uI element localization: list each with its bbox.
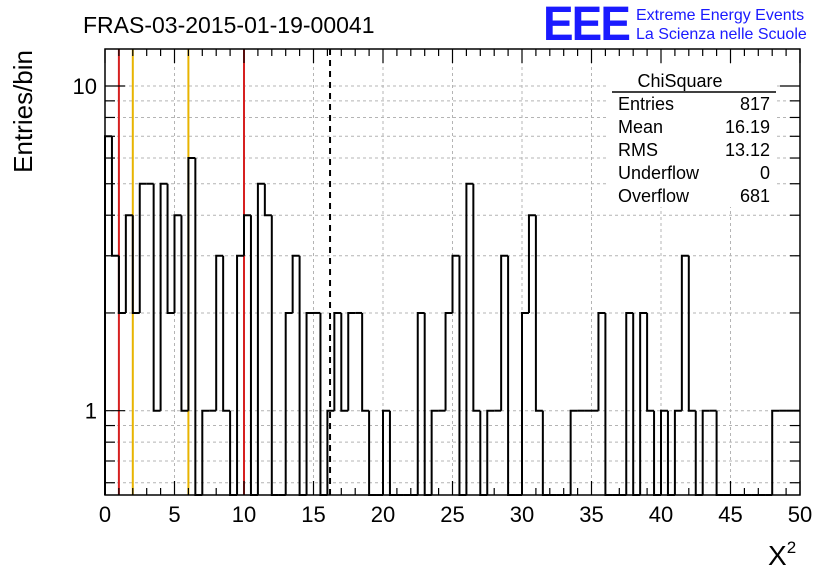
x-tick-label: 5 [168, 502, 180, 527]
histogram-bin [382, 409, 390, 495]
stats-value-rms: 13.12 [725, 140, 770, 160]
reference-lines [117, 49, 332, 495]
histogram-bin [701, 409, 710, 495]
histogram-bin [249, 215, 258, 496]
x-tick-label: 25 [440, 502, 464, 527]
chart-title: FRAS-03-2015-01-19-00041 [83, 12, 375, 38]
stats-value-underflow: 0 [760, 163, 770, 183]
histogram-bin [673, 409, 682, 495]
stats-label-rms: RMS [618, 140, 658, 160]
x-axis-label-base: X [768, 540, 787, 571]
x-tick-label: 40 [649, 502, 673, 527]
y-axis-label: Entries/bin [8, 50, 38, 173]
histogram-bin [451, 254, 460, 313]
histogram-bin [347, 311, 356, 411]
histogram-bin [305, 311, 314, 495]
histogram-bin [500, 254, 509, 411]
histogram-bin [131, 215, 140, 314]
x-tick-label: 0 [99, 502, 111, 527]
histogram-bin [604, 312, 613, 496]
logo-line-2: La Scienza nelle Scuole [636, 26, 807, 43]
stats-value-entries: 817 [740, 94, 770, 114]
histogram-bin [326, 409, 335, 495]
histogram-bin [298, 255, 307, 496]
histogram-bin [236, 254, 244, 495]
y-tick-label: 10 [73, 74, 97, 99]
histogram-bin [187, 157, 196, 411]
histogram-bin [319, 312, 328, 496]
histogram-bin [173, 214, 182, 313]
eee-logo: EEE Extreme Energy Events La Scienza nel… [543, 0, 807, 51]
stats-box-background [609, 67, 777, 207]
histogram-bin [243, 214, 251, 256]
histogram-bin [465, 182, 474, 495]
histogram-bin [507, 255, 516, 496]
histogram-bin [639, 311, 648, 495]
histogram-bin [646, 312, 655, 412]
histogram-bin [430, 409, 439, 495]
histogram-bin [215, 254, 224, 411]
histogram-bin [680, 254, 689, 411]
histogram-bin [291, 254, 300, 313]
x-axis-label-superscript: 2 [787, 538, 796, 557]
histogram-bin [201, 409, 210, 495]
x-axis-label: X2 [768, 538, 796, 571]
histogram-bin [333, 311, 342, 411]
histogram-bin [117, 255, 126, 314]
stats-value-overflow: 681 [740, 186, 770, 206]
histogram-bin [194, 158, 203, 496]
histogram-bin [270, 215, 279, 496]
x-tick-label: 30 [510, 502, 534, 527]
histogram-bin [263, 183, 272, 217]
histogram-bin [256, 182, 265, 495]
histogram-bin [180, 215, 189, 412]
histogram-bin [458, 255, 467, 496]
histogram-bin [486, 409, 495, 495]
histogram-bin [138, 182, 147, 313]
stats-title: ChiSquare [637, 71, 722, 91]
histogram-bin [159, 182, 168, 411]
x-tick-label: 45 [718, 502, 742, 527]
histogram-bin [222, 255, 231, 412]
histogram-bin [361, 312, 370, 412]
stats-label-mean: Mean [618, 117, 663, 137]
y-tick-label: 1 [85, 399, 97, 424]
x-tick-label: 15 [301, 502, 325, 527]
histogram-bin [166, 183, 175, 314]
histogram-bin [104, 135, 112, 495]
histogram-bin [625, 311, 634, 495]
histogram-bin [340, 312, 349, 412]
stats-value-mean: 16.19 [725, 117, 770, 137]
eee-logo-mark: EEE [543, 0, 630, 51]
histogram-bin [444, 311, 453, 411]
histogram-bin [534, 215, 543, 412]
histogram-bin [472, 183, 481, 412]
x-tick-label: 35 [579, 502, 603, 527]
stats-box: ChiSquare Entries 817 Mean 16.19 RMS 13.… [609, 67, 777, 207]
histogram-bin [687, 255, 696, 412]
histogram-bin [284, 311, 293, 495]
histogram-bin [110, 136, 119, 257]
histogram-bin [771, 409, 780, 495]
histogram-bin [124, 214, 133, 313]
stats-label-underflow: Underflow [618, 163, 700, 183]
histogram-bin [632, 312, 641, 496]
histogram-bin [152, 183, 161, 412]
histogram-bin [416, 311, 425, 495]
histogram-bin [521, 311, 529, 495]
histogram-bin [423, 312, 432, 496]
stats-label-entries: Entries [618, 94, 674, 114]
histogram-bin [660, 409, 668, 495]
histogram-bin [569, 409, 578, 495]
x-tick-label: 10 [232, 502, 256, 527]
logo-line-1: Extreme Energy Events [636, 7, 804, 24]
histogram-bin [527, 214, 536, 313]
stats-label-overflow: Overflow [618, 186, 690, 206]
x-tick-label: 50 [788, 502, 812, 527]
x-tick-label: 20 [371, 502, 395, 527]
axis-ticks: 0 5 10 15 20 25 30 35 40 45 50 1 10 [73, 49, 812, 527]
histogram-bin [597, 311, 606, 411]
